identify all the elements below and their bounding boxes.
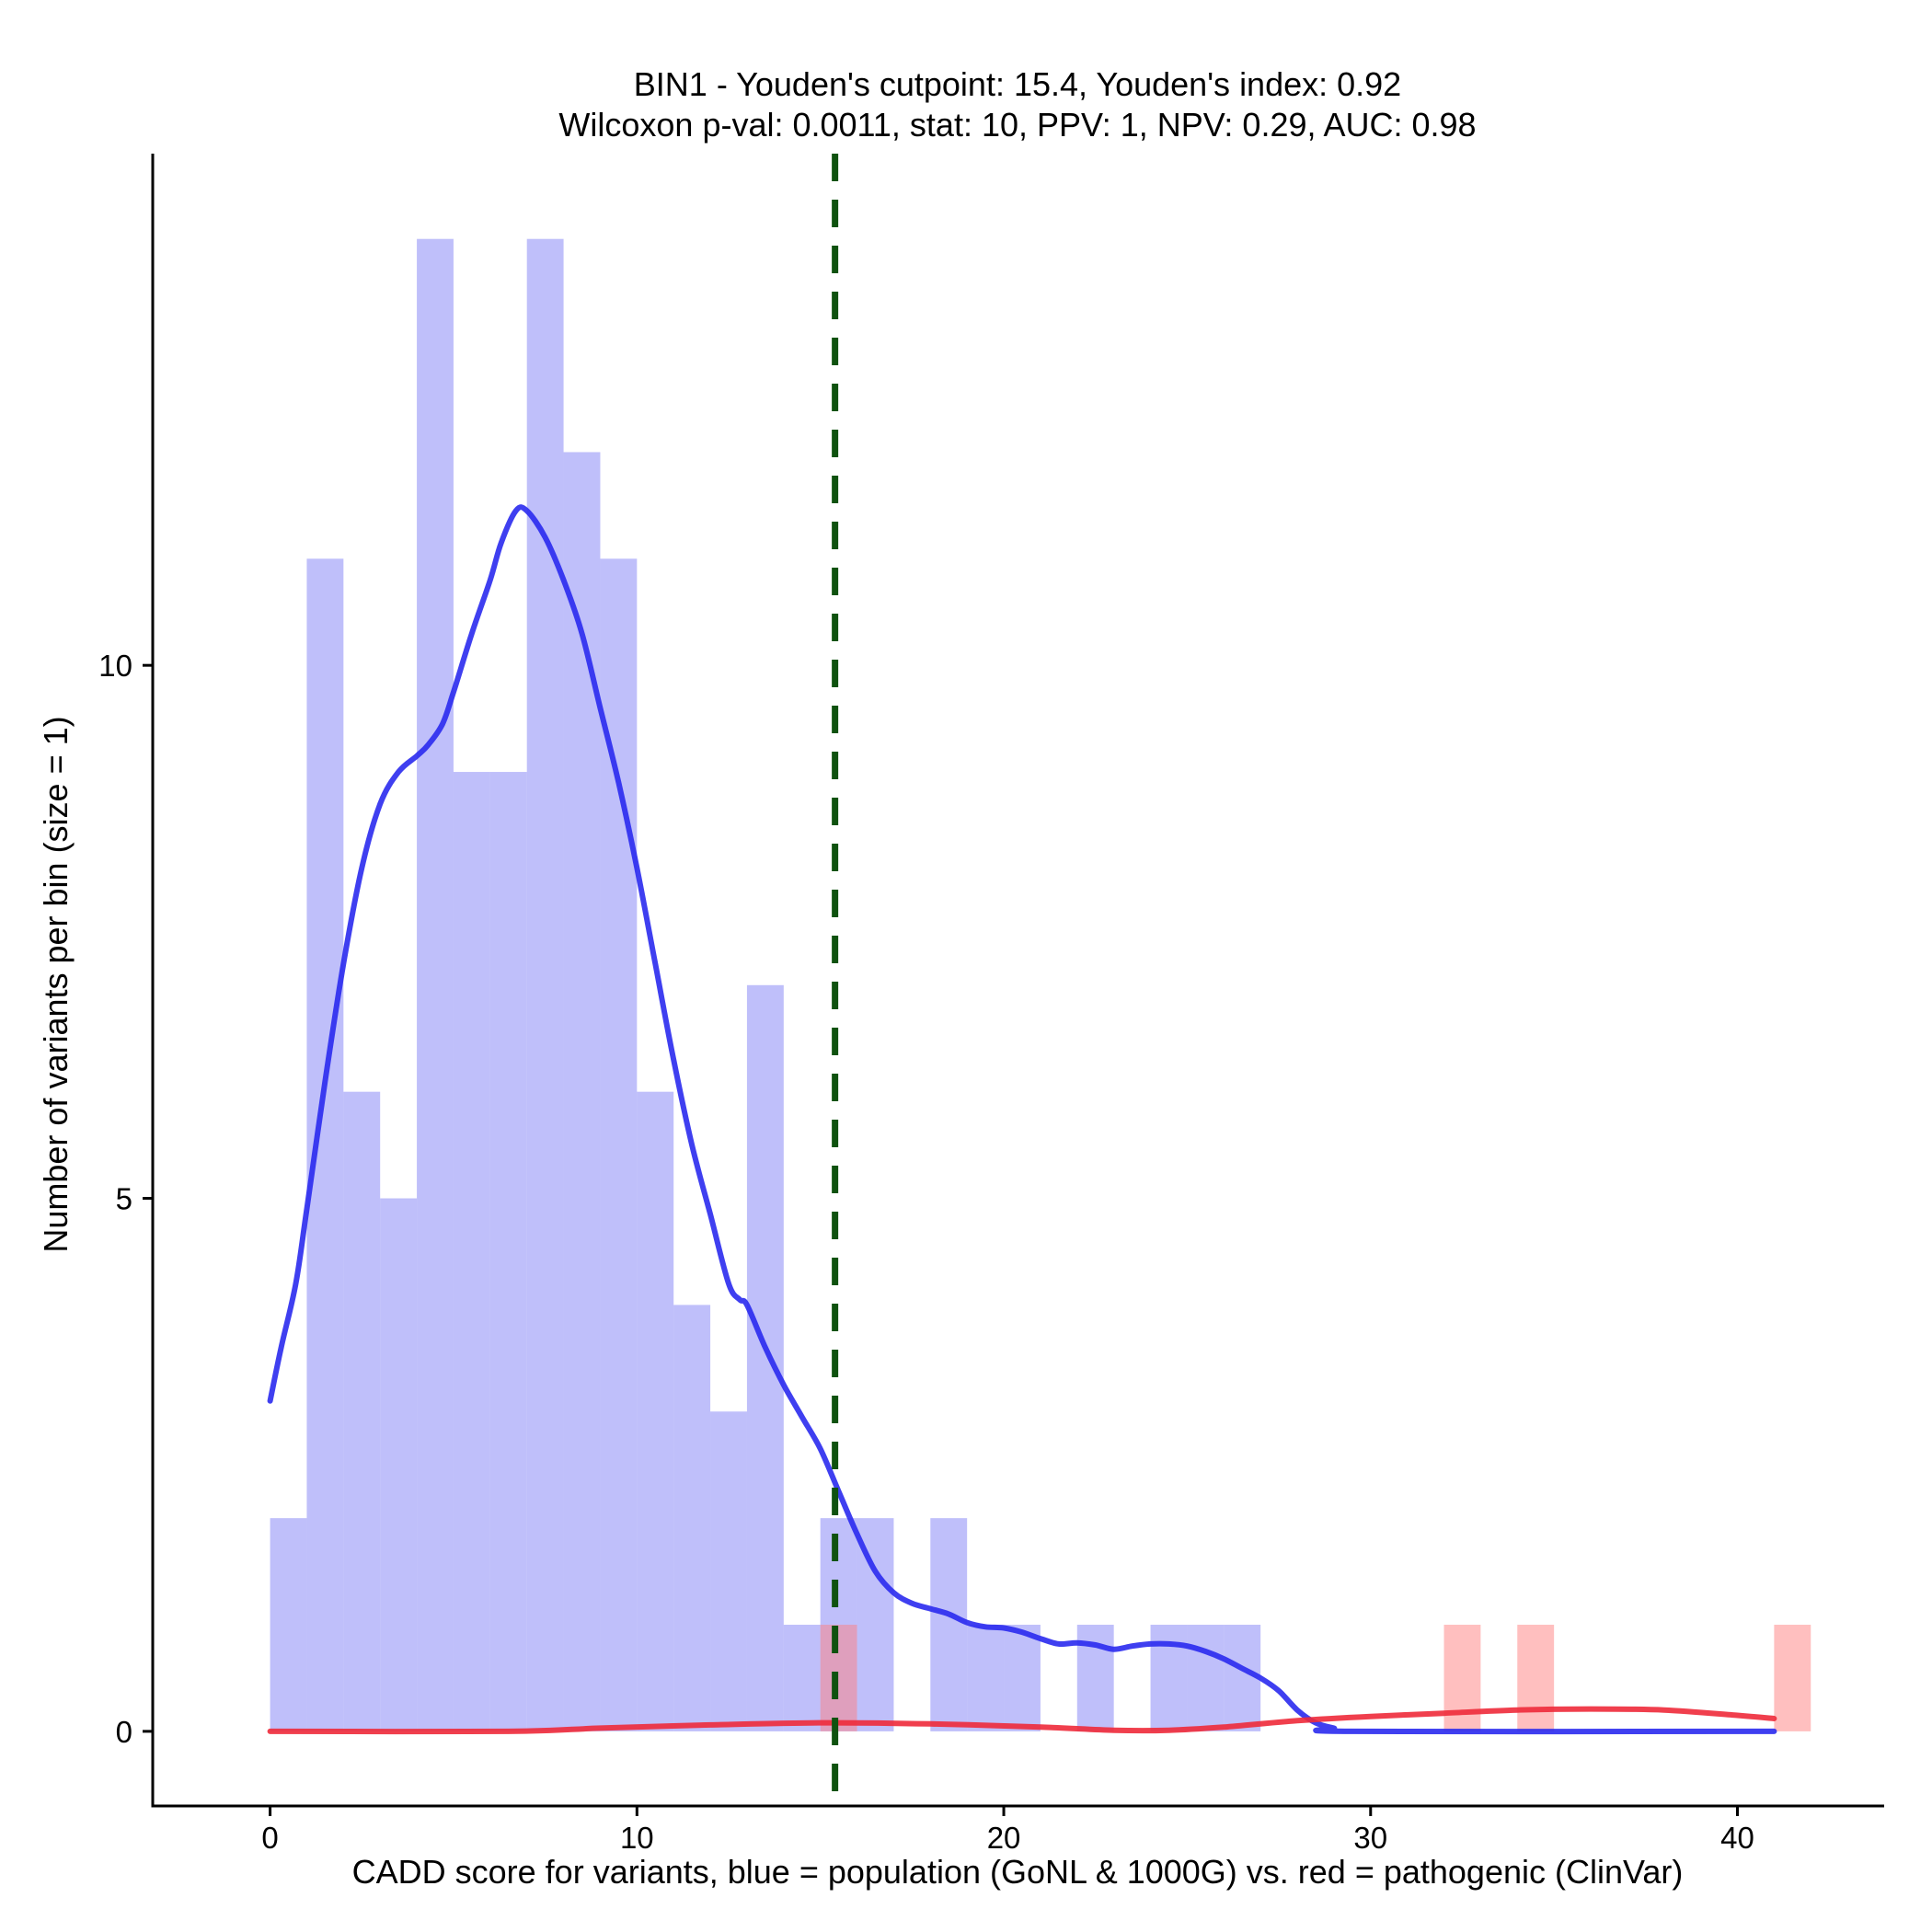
chart-title-line-2: Wilcoxon p-val: 0.0011, stat: 10, PPV: 1… <box>558 106 1476 144</box>
population-histogram <box>270 238 1261 1731</box>
population-bar <box>453 772 490 1731</box>
pathogenic-density-curve <box>267 1706 1777 1735</box>
x-tick-label: 10 <box>620 1821 654 1855</box>
population-bar <box>489 772 527 1731</box>
population-bar <box>1187 1625 1225 1731</box>
population-bar <box>1004 1625 1041 1731</box>
population-bar <box>967 1625 1005 1731</box>
pathogenic-bar <box>1517 1625 1555 1731</box>
x-tick-label: 30 <box>1353 1821 1387 1855</box>
population-bar <box>417 238 454 1731</box>
y-tick-label: 0 <box>116 1715 132 1749</box>
y-tick-label: 5 <box>116 1182 132 1216</box>
population-bar <box>637 1091 674 1731</box>
population-density-curve <box>267 504 1777 1735</box>
population-bar <box>1224 1625 1261 1731</box>
population-bar <box>343 1091 381 1731</box>
population-bar <box>563 452 601 1731</box>
y-axis-label: Number of variants per bin (size = 1) <box>37 716 75 1252</box>
population-bar <box>306 558 344 1731</box>
x-tick-label: 20 <box>987 1821 1021 1855</box>
pathogenic-bar <box>820 1625 857 1731</box>
population-bar <box>380 1198 418 1731</box>
population-bar <box>746 984 784 1731</box>
x-axis-label: CADD score for variants, blue = populati… <box>352 1853 1684 1891</box>
y-axis-ticks: 0 5 10 <box>98 649 153 1749</box>
population-bar <box>1150 1625 1188 1731</box>
chart-title-line-1: BIN1 - Youden's cutpoint: 15.4, Youden's… <box>634 65 1401 103</box>
population-bar <box>270 1518 307 1731</box>
population-bar <box>673 1305 711 1731</box>
population-bar <box>710 1411 747 1731</box>
pathogenic-bar <box>1774 1625 1811 1731</box>
population-bar <box>600 558 638 1731</box>
y-tick-label: 10 <box>98 649 132 683</box>
population-bar <box>783 1625 821 1731</box>
population-bar <box>930 1518 968 1731</box>
pathogenic-histogram <box>820 1625 1811 1731</box>
x-tick-label: 0 <box>261 1821 278 1855</box>
x-tick-label: 40 <box>1720 1821 1754 1855</box>
population-bar <box>526 238 564 1731</box>
x-axis-ticks: 0 10 20 30 40 <box>261 1806 1754 1855</box>
